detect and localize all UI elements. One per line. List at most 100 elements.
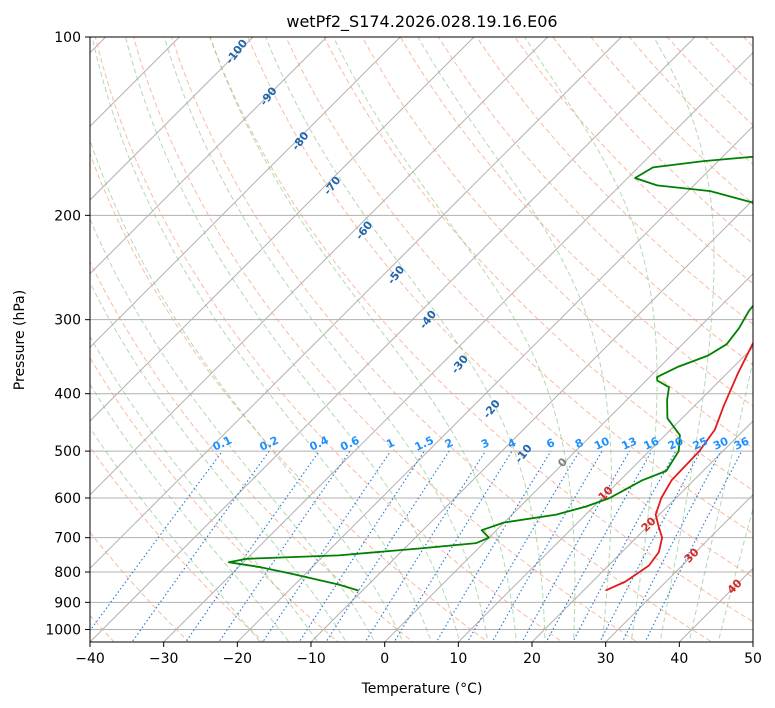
y-tick-label: 700 xyxy=(54,531,81,547)
isotherm xyxy=(90,37,696,642)
mixing-ratio-label: 6 xyxy=(544,436,557,451)
mixing-ratio-label: 36 xyxy=(732,434,752,452)
dry-adiabat xyxy=(399,37,753,407)
moist-adiabats xyxy=(90,37,753,642)
moist-adiabat xyxy=(265,37,546,642)
y-tick-label: 400 xyxy=(54,387,81,403)
plot-frame xyxy=(89,36,754,643)
dry-adiabat-label: -40 xyxy=(417,308,440,332)
x-tick-label: 40 xyxy=(670,651,688,667)
x-tick-label: 0 xyxy=(380,651,389,667)
isotherm xyxy=(383,272,753,642)
moist-adiabat xyxy=(524,37,658,642)
moist-adiabat xyxy=(653,37,715,642)
isotherm xyxy=(90,37,328,275)
isotherm xyxy=(0,10,59,654)
moist-adiabat xyxy=(125,37,461,642)
y-tick-label: 200 xyxy=(54,208,81,224)
mixing-ratio-label: 4 xyxy=(506,436,519,451)
y-tick-label: 300 xyxy=(54,313,81,329)
mixing-ratio-line xyxy=(393,450,513,642)
dry-adiabat xyxy=(90,260,414,642)
x-axis-ticks: −40 −30 −20 −10 0 10 20 30 40 50 xyxy=(75,642,762,667)
dry-adiabat xyxy=(90,446,265,642)
x-tick-label: −40 xyxy=(75,651,105,667)
moist-adiabat xyxy=(90,383,290,642)
y-tick-label: 100 xyxy=(54,30,81,46)
dry-adiabat-label: -30 xyxy=(449,352,472,376)
mixing-ratio-line xyxy=(185,450,320,642)
moist-adiabat xyxy=(688,358,753,642)
moist-adiabat xyxy=(90,427,261,642)
series-line-2 xyxy=(227,155,753,592)
isotherm xyxy=(162,51,753,642)
mixing-ratio-line xyxy=(218,450,351,642)
moist-adiabat xyxy=(163,37,489,642)
moist-adiabat xyxy=(91,37,432,642)
dry-adiabat xyxy=(755,10,775,654)
moist-adiabat-label: 0 xyxy=(555,455,570,470)
y-tick-label: 500 xyxy=(54,444,81,460)
dry-adiabat-label: -20 xyxy=(480,397,503,421)
dry-adiabat xyxy=(476,37,753,325)
x-tick-label: 50 xyxy=(744,651,762,667)
mixing-ratio-line xyxy=(262,450,392,642)
dry-adiabat xyxy=(94,37,564,642)
isotherm xyxy=(90,37,254,201)
dry-adiabat-label: -60 xyxy=(353,218,376,242)
mixing-ratio-label: 16 xyxy=(642,434,662,452)
mixing-ratio-label: 10 xyxy=(592,434,612,452)
dry-adiabat-label: -100 xyxy=(223,37,250,67)
dry-adiabat-label: -50 xyxy=(385,263,408,287)
sounding-profiles xyxy=(227,155,753,592)
isotherm xyxy=(90,37,402,349)
x-tick-label: 20 xyxy=(523,651,541,667)
isotherm xyxy=(90,37,549,496)
mixing-ratio-line xyxy=(491,450,603,642)
isotherm xyxy=(310,199,753,642)
dry-adiabat xyxy=(742,37,753,48)
y-tick-label: 1000 xyxy=(45,622,81,638)
y-tick-label: 900 xyxy=(54,595,81,611)
dry-adiabat xyxy=(132,37,638,642)
moist-adiabat xyxy=(90,335,319,642)
moist-adiabat xyxy=(90,138,404,642)
mixing-ratio-label: 13 xyxy=(620,435,639,453)
y-tick-label: 800 xyxy=(54,565,81,581)
dry-adiabat xyxy=(361,37,753,449)
dry-adiabats xyxy=(90,10,775,654)
isotherm xyxy=(604,493,753,642)
x-tick-label: 30 xyxy=(597,651,615,667)
y-tick-label: 600 xyxy=(54,491,81,507)
y-axis-ticks: 100 200 300 400 500 600 700 800 900 1000 xyxy=(45,30,90,638)
pressure-gridlines xyxy=(90,37,753,630)
moist-adiabat-label: 10 xyxy=(596,483,616,503)
dry-adiabat xyxy=(514,37,753,285)
isotherm-lines xyxy=(0,10,753,654)
dry-adiabat xyxy=(590,37,753,205)
x-axis-label: Temperature (°C) xyxy=(361,681,483,697)
x-tick-label: −30 xyxy=(149,651,179,667)
dry-adiabat xyxy=(209,37,753,623)
isotherm xyxy=(752,641,753,642)
dry-adiabat xyxy=(170,37,713,642)
x-tick-label: 10 xyxy=(449,651,467,667)
x-tick-label: −20 xyxy=(223,651,253,667)
isotherm xyxy=(90,37,623,570)
plot-area: -100-90-80-70-60-50-40-30-20-10 010203040… xyxy=(0,10,775,654)
mixing-ratio-line xyxy=(90,450,223,632)
moist-adiabat xyxy=(90,281,347,642)
isotherm xyxy=(90,37,475,422)
mixing-ratio-line xyxy=(599,450,701,642)
moist-adiabat xyxy=(209,37,518,642)
x-tick-label: −10 xyxy=(296,651,326,667)
mixing-ratio-label: 20 xyxy=(666,434,686,452)
isotherm xyxy=(90,37,181,128)
series-line-1 xyxy=(605,341,753,592)
isotherm xyxy=(236,125,753,642)
contour-labels: -100-90-80-70-60-50-40-30-20-10 010203040… xyxy=(211,37,752,597)
mixing-ratio-line xyxy=(131,450,270,642)
mixing-ratio-label: 25 xyxy=(691,435,710,453)
dry-adiabat xyxy=(90,531,190,642)
